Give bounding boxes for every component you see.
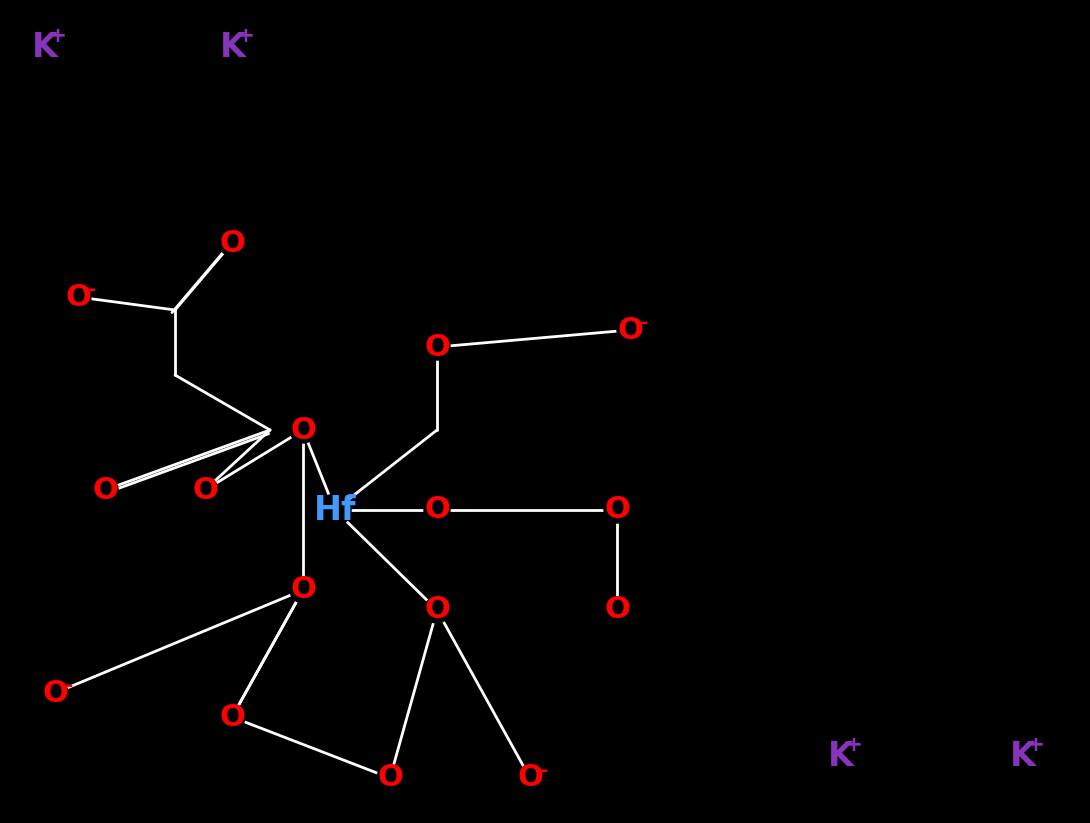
Text: Hf: Hf — [314, 494, 356, 527]
Text: O: O — [617, 315, 643, 345]
Text: O: O — [43, 678, 68, 708]
Circle shape — [43, 680, 68, 706]
Circle shape — [424, 334, 450, 360]
Circle shape — [517, 765, 543, 791]
Text: K: K — [828, 740, 853, 773]
Text: O: O — [424, 495, 450, 524]
Text: -: - — [88, 280, 96, 299]
Circle shape — [319, 494, 351, 526]
Text: O: O — [92, 476, 118, 504]
Circle shape — [219, 230, 245, 256]
Text: -: - — [540, 760, 548, 780]
Text: O: O — [192, 476, 218, 504]
Text: O: O — [219, 703, 245, 732]
Text: K: K — [32, 30, 58, 63]
Text: O: O — [290, 416, 316, 444]
Text: +: + — [1027, 735, 1045, 756]
Text: O: O — [517, 764, 543, 793]
Text: O: O — [424, 596, 450, 625]
Circle shape — [65, 284, 90, 310]
Circle shape — [604, 597, 630, 623]
Circle shape — [290, 417, 316, 443]
Circle shape — [290, 577, 316, 603]
Circle shape — [219, 704, 245, 730]
Text: O: O — [424, 332, 450, 361]
Text: O: O — [219, 229, 245, 258]
Text: +: + — [49, 26, 66, 46]
Circle shape — [424, 597, 450, 623]
Text: O: O — [377, 764, 403, 793]
Text: -: - — [65, 676, 73, 695]
Text: +: + — [237, 26, 255, 46]
Circle shape — [377, 765, 403, 791]
Text: -: - — [640, 313, 649, 332]
Text: O: O — [604, 596, 630, 625]
Text: K: K — [1010, 740, 1036, 773]
Text: K: K — [220, 30, 246, 63]
Circle shape — [92, 477, 118, 503]
Circle shape — [424, 497, 450, 523]
Text: O: O — [65, 282, 90, 311]
Circle shape — [617, 317, 643, 343]
Text: O: O — [290, 575, 316, 605]
Circle shape — [604, 497, 630, 523]
Circle shape — [192, 477, 218, 503]
Text: O: O — [604, 495, 630, 524]
Text: +: + — [845, 735, 863, 756]
